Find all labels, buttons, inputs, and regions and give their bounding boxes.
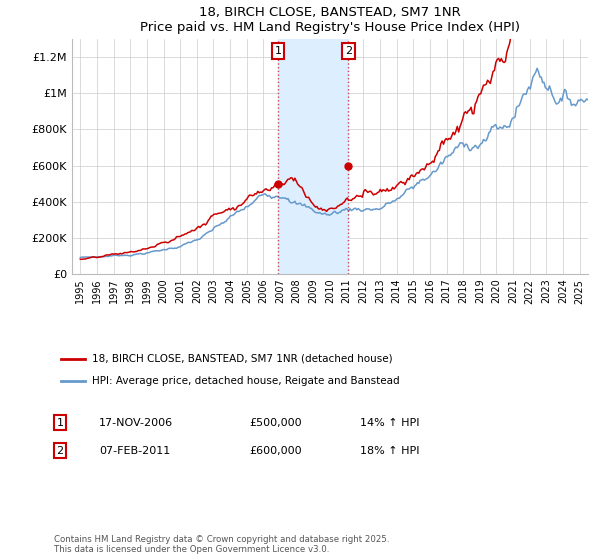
Text: 2: 2: [56, 446, 64, 456]
Text: 07-FEB-2011: 07-FEB-2011: [99, 446, 170, 456]
Title: 18, BIRCH CLOSE, BANSTEAD, SM7 1NR
Price paid vs. HM Land Registry's House Price: 18, BIRCH CLOSE, BANSTEAD, SM7 1NR Price…: [140, 6, 520, 34]
Text: 14% ↑ HPI: 14% ↑ HPI: [360, 418, 419, 428]
Text: 18, BIRCH CLOSE, BANSTEAD, SM7 1NR (detached house): 18, BIRCH CLOSE, BANSTEAD, SM7 1NR (deta…: [92, 353, 393, 363]
Text: 1: 1: [56, 418, 64, 428]
Text: £600,000: £600,000: [249, 446, 302, 456]
Text: £500,000: £500,000: [249, 418, 302, 428]
Text: 17-NOV-2006: 17-NOV-2006: [99, 418, 173, 428]
Text: 2: 2: [345, 46, 352, 56]
Bar: [278, 39, 349, 274]
Text: 18% ↑ HPI: 18% ↑ HPI: [360, 446, 419, 456]
Text: Contains HM Land Registry data © Crown copyright and database right 2025.
This d: Contains HM Land Registry data © Crown c…: [54, 535, 389, 554]
Text: 1: 1: [275, 46, 281, 56]
Text: HPI: Average price, detached house, Reigate and Banstead: HPI: Average price, detached house, Reig…: [92, 376, 400, 386]
